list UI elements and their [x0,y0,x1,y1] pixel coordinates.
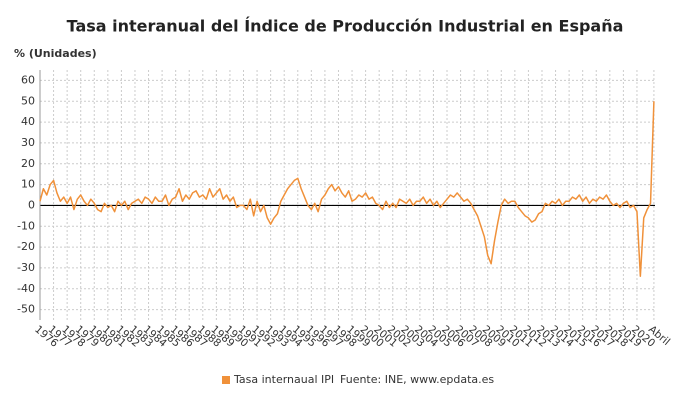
y-tick-label: -50 [17,303,35,316]
y-tick-label: -40 [17,282,35,295]
y-tick-label: 50 [21,94,35,107]
y-tick-label: 30 [21,136,35,149]
y-tick-label: 40 [21,115,35,128]
legend-label: Tasa internaual IPI [233,373,334,386]
y-tick-label: -30 [17,261,35,274]
y-tick-label: 20 [21,157,35,170]
y-tick-label: 10 [21,178,35,191]
y-tick-label: 0 [28,198,35,211]
y-tick-label: -10 [17,219,35,232]
y-tick-label: -20 [17,240,35,253]
y-axis-label: % (Unidades) [14,47,97,60]
chart-title: Tasa interanual del Índice de Producción… [67,17,624,36]
legend-swatch [222,376,230,384]
line [39,101,655,277]
y-tick-label: 60 [21,73,35,86]
source: Fuente: INE, www.epdata.es [340,373,494,386]
